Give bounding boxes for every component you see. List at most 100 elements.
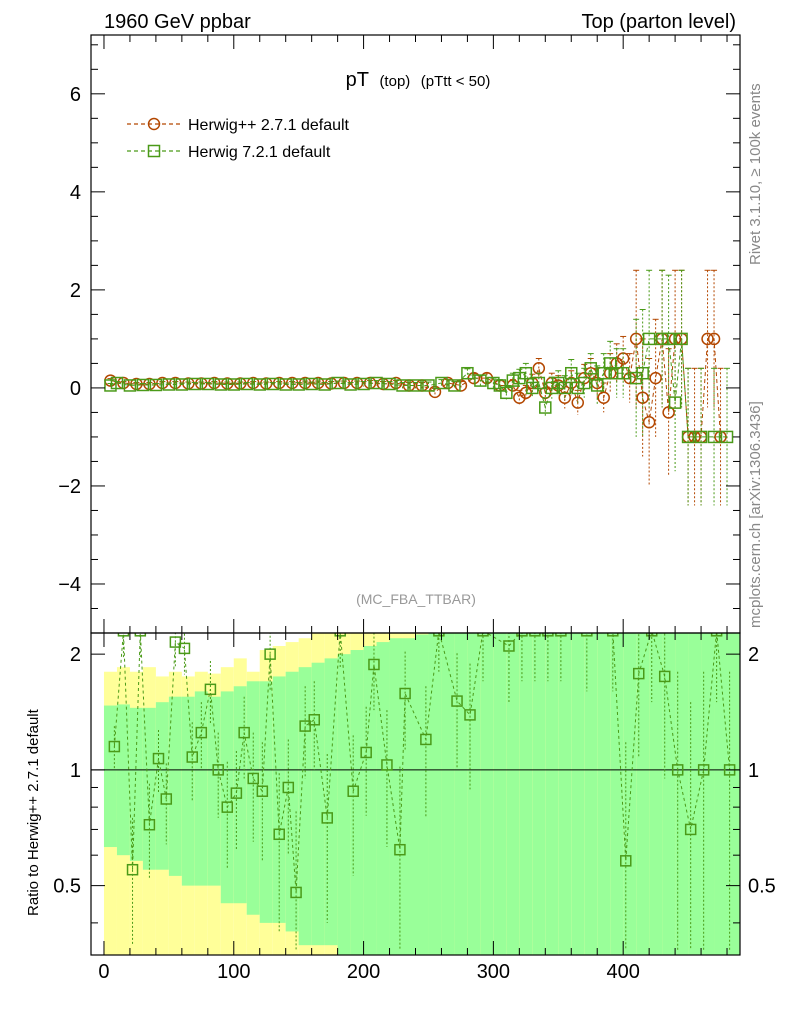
- ratio-point: [290, 886, 302, 899]
- ratio-point: [542, 633, 554, 637]
- data-point-herwig7: [123, 379, 137, 392]
- ratio-series: [108, 633, 736, 951]
- ratio-band-green: [454, 633, 468, 955]
- legend: Herwig++ 2.7.1 default Herwig 7.2.1 defa…: [127, 117, 350, 161]
- data-point-herwig7: [104, 379, 117, 392]
- ratio-band-green: [324, 658, 338, 946]
- data-point-herwig7: [720, 430, 734, 444]
- ratio-band-green: [701, 633, 715, 955]
- ratio-point: [433, 633, 445, 637]
- data-point-herwigpp: [642, 415, 656, 429]
- ratio-point: [581, 633, 593, 637]
- ratio-point: [247, 772, 259, 785]
- ratio-band-green: [519, 633, 533, 955]
- ratio-point: [347, 785, 359, 797]
- ratio-point: [645, 633, 658, 637]
- ratio-point: [684, 823, 697, 836]
- ratio-band-green: [168, 696, 182, 876]
- data-point-herwig7: [448, 379, 461, 392]
- data-point-herwig7: [331, 376, 344, 390]
- series-line-1: [110, 338, 728, 438]
- header-right: Top (parton level): [581, 11, 736, 33]
- ratio-band-green: [675, 633, 689, 955]
- data-point-herwig7: [707, 430, 721, 444]
- ratio-band-green: [116, 704, 130, 856]
- ratio-band-green: [402, 638, 416, 955]
- ratio-band-green: [298, 667, 312, 946]
- data-point-herwigpp: [428, 385, 442, 399]
- ratio-band-green: [532, 633, 546, 955]
- data-point-herwig7: [642, 332, 656, 346]
- side-label-rivet: Rivet 3.1.10, ≥ 100k events: [747, 83, 764, 265]
- data-point-herwig7: [175, 378, 189, 391]
- ratio-band-green: [506, 633, 520, 955]
- ratio-point: [620, 855, 632, 867]
- ratio-band-green: [727, 633, 740, 955]
- ratio-tick-label-left: 2: [70, 644, 81, 666]
- ratio-band-green: [181, 696, 195, 886]
- y-tick-label: −4: [58, 574, 81, 596]
- data-point-herwigpp: [376, 377, 390, 391]
- ratio-band-green: [272, 676, 286, 923]
- data-point-herwigpp: [662, 406, 675, 419]
- data-point-herwig7: [662, 332, 675, 346]
- ratio-band-green: [337, 654, 351, 955]
- ratio-band-green: [350, 650, 364, 955]
- data-point-herwigpp: [597, 391, 610, 404]
- ratio-band-green: [389, 638, 403, 955]
- ratio-point: [529, 633, 541, 637]
- ratio-bands: [103, 633, 740, 955]
- x-tick-label: 300: [477, 961, 510, 983]
- ratio-point: [221, 801, 234, 813]
- ratio-tick-label-right: 0.5: [748, 876, 776, 898]
- main-series: [104, 269, 734, 506]
- data-point-herwig7: [344, 378, 357, 391]
- data-point-herwig7: [357, 377, 370, 391]
- ratio-band-green: [584, 633, 598, 955]
- ratio-band-green: [129, 707, 143, 861]
- ratio-point: [186, 751, 198, 763]
- data-point-herwig7: [435, 376, 448, 390]
- data-point-herwig7: [188, 377, 202, 391]
- data-point-herwig7: [110, 376, 124, 390]
- ratio-point: [381, 759, 393, 771]
- data-point-herwigpp: [668, 332, 682, 346]
- data-point-herwig7: [694, 430, 708, 444]
- ratio-point: [117, 633, 130, 637]
- data-point-herwig7: [474, 374, 487, 387]
- ratio-band-green: [558, 633, 572, 955]
- ratio-point: [256, 785, 269, 797]
- x-tick-label: 0: [98, 961, 109, 983]
- ratio-band-green: [493, 633, 507, 955]
- data-point-herwig7: [292, 378, 305, 391]
- data-point-herwig7: [227, 378, 241, 391]
- data-point-herwig7: [240, 377, 254, 391]
- data-point-herwigpp: [571, 396, 584, 409]
- ratio-point: [503, 640, 515, 652]
- ratio-point: [126, 863, 139, 876]
- ratio-band-green: [311, 662, 325, 946]
- ratio-band-green: [285, 671, 299, 932]
- ratio-band-green: [688, 633, 702, 955]
- ratio-point: [399, 687, 411, 700]
- data-point-herwig7: [584, 362, 597, 375]
- ratio-band-green: [571, 633, 585, 955]
- data-point-herwig7: [370, 376, 383, 390]
- ratio-band-green: [103, 705, 117, 848]
- ratio-point: [178, 642, 191, 655]
- ratio-point: [334, 633, 346, 637]
- watermark: (MC_FBA_TTBAR): [356, 591, 476, 607]
- ratio-point: [264, 648, 276, 660]
- y-tick-label: 4: [70, 182, 81, 204]
- data-point-herwig7: [610, 366, 623, 380]
- legend-label-herwigpp: Herwig++ 2.7.1 default: [188, 117, 350, 134]
- legend-marker-herwigpp: [147, 117, 161, 131]
- chart-title: pT (top) (pTtt < 50): [346, 69, 491, 91]
- ratio-band-green: [636, 633, 650, 955]
- ratio-band-green: [597, 633, 611, 955]
- data-point-herwig7: [597, 366, 610, 380]
- data-point-herwigpp: [441, 376, 455, 390]
- title-cut: (pTtt < 50): [421, 73, 491, 90]
- ratio-band-green: [623, 633, 637, 955]
- ratio-point: [516, 633, 528, 637]
